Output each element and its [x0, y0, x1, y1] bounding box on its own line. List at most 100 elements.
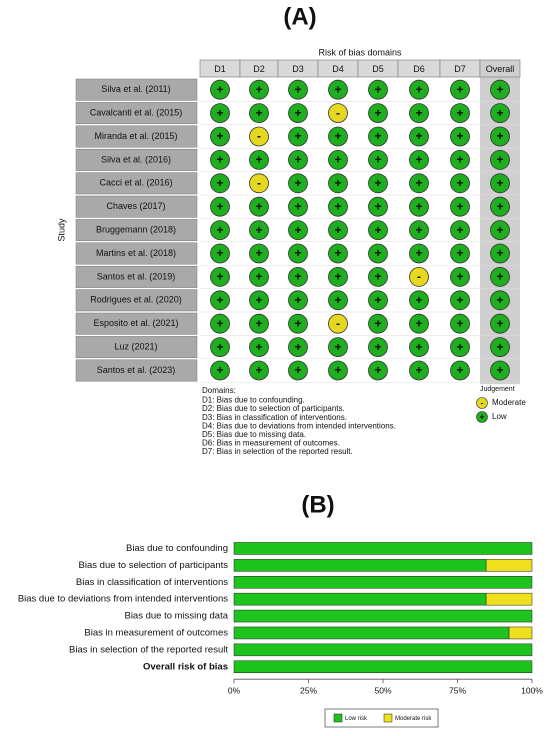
judgement-symbol: + — [255, 106, 262, 120]
study-cell — [75, 102, 198, 125]
judgement-symbol: + — [415, 199, 422, 213]
judgement-circle — [368, 290, 388, 311]
judgement-symbol: + — [294, 340, 301, 354]
judgement-circle — [368, 220, 388, 241]
legend-box — [324, 708, 439, 728]
judgement-circle — [288, 313, 308, 334]
judgement-circle — [450, 360, 470, 381]
judgement-symbol: + — [255, 316, 262, 330]
judgement-circle — [409, 103, 429, 123]
legend-label: Low risk — [345, 716, 368, 722]
judgement-circle — [249, 126, 269, 147]
bar-segment — [233, 576, 533, 589]
judgement-circle — [288, 337, 308, 358]
judgement-symbol: + — [334, 340, 341, 354]
study-label: Rodrigues et al. (2020) — [90, 295, 182, 305]
judgement-symbol: + — [255, 340, 262, 354]
judgement-circle — [490, 290, 510, 311]
judgement-symbol: + — [216, 363, 223, 377]
judgement-circle — [490, 126, 510, 147]
judgement-circle — [249, 243, 269, 264]
judgement-symbol: - — [336, 106, 340, 120]
judgement-circle — [328, 149, 348, 170]
judgement-circle — [328, 290, 348, 311]
judgement-symbol: + — [415, 316, 422, 330]
judgement-symbol: + — [415, 293, 422, 307]
judgement-circle — [409, 360, 429, 381]
judgement-symbol: + — [255, 293, 262, 307]
judgement-symbol: + — [334, 293, 341, 307]
domain-description: D1: Bias due to confounding. — [202, 396, 305, 405]
judgement-circle — [210, 103, 230, 123]
judgement-circle — [490, 79, 510, 100]
judgement-symbol: + — [456, 153, 463, 167]
judgement-circle — [450, 243, 470, 264]
judgement-symbol: - — [257, 176, 261, 190]
judgement-symbol: + — [294, 223, 301, 237]
judgement-symbol: + — [374, 82, 381, 96]
domain-description: D4: Bias due to deviations from intended… — [202, 421, 396, 430]
judgement-symbol: + — [496, 129, 503, 143]
judgement-circle — [409, 149, 429, 170]
study-label: Silva et al. (2011) — [101, 84, 170, 94]
judgement-circle — [288, 149, 308, 170]
judgement-symbol: + — [415, 106, 422, 120]
bar-segment — [233, 643, 533, 657]
judgement-symbol: + — [374, 270, 381, 284]
study-label: Luz (2021) — [114, 341, 157, 351]
judgement-symbol: + — [496, 316, 503, 330]
judgement-circle — [490, 103, 510, 123]
judgement-circle — [409, 79, 429, 100]
judgement-circle — [409, 337, 429, 358]
judgement-circle — [490, 360, 510, 381]
y-tick-label: Bias in measurement of outcomes — [84, 627, 228, 638]
judgement-symbol: + — [496, 106, 503, 120]
y-tick-label: Overall risk of bias — [143, 661, 228, 672]
judgement-symbol: + — [496, 340, 503, 354]
judgement-symbol: + — [334, 153, 341, 167]
study-cell — [75, 289, 198, 312]
judgement-circle — [368, 266, 388, 287]
column-header: Overall — [486, 64, 515, 74]
study-label: Silva et al. (2016) — [101, 154, 171, 164]
domain-description: D5: Bias due to missing data. — [202, 430, 306, 439]
judgement-circle — [450, 266, 470, 287]
judgement-circle — [450, 173, 470, 194]
judgement-symbol: + — [496, 153, 503, 167]
bar-segment — [233, 626, 510, 640]
judgement-circle — [368, 126, 388, 147]
judgement-circle — [288, 173, 308, 194]
judgement-symbol: + — [496, 82, 503, 96]
column-header: D5 — [372, 64, 384, 74]
judgement-symbol: + — [255, 82, 262, 96]
judgement-circle — [210, 196, 230, 217]
judgement-circle — [210, 173, 230, 194]
study-label: Santos et al. (2019) — [97, 271, 176, 281]
legend-label: Moderate — [492, 398, 526, 407]
judgement-circle — [328, 103, 348, 123]
judgement-circle — [409, 173, 429, 194]
judgement-symbol: + — [374, 106, 381, 120]
judgement-circle — [490, 149, 510, 170]
column-header: D6 — [413, 64, 425, 74]
judgement-symbol: + — [374, 199, 381, 213]
judgement-circle — [210, 313, 230, 334]
judgement-symbol: - — [257, 129, 261, 143]
judgement-symbol: + — [294, 129, 301, 143]
judgement-symbol: + — [216, 199, 223, 213]
column-header-cell — [479, 59, 521, 78]
judgement-circle — [288, 360, 308, 381]
judgement-circle — [490, 337, 510, 358]
y-tick-label: Bias due to missing data — [124, 611, 228, 622]
judgement-circle — [288, 196, 308, 217]
judgement-symbol: + — [294, 246, 301, 260]
bar-segment — [233, 542, 533, 555]
legend-circle — [476, 411, 488, 423]
judgement-circle — [490, 243, 510, 264]
study-cell — [75, 148, 198, 171]
judgement-circle — [328, 79, 348, 100]
column-header: D1 — [214, 64, 226, 74]
legend-label: Low — [492, 412, 507, 421]
judgement-circle — [288, 243, 308, 264]
judgement-symbol: + — [294, 270, 301, 284]
